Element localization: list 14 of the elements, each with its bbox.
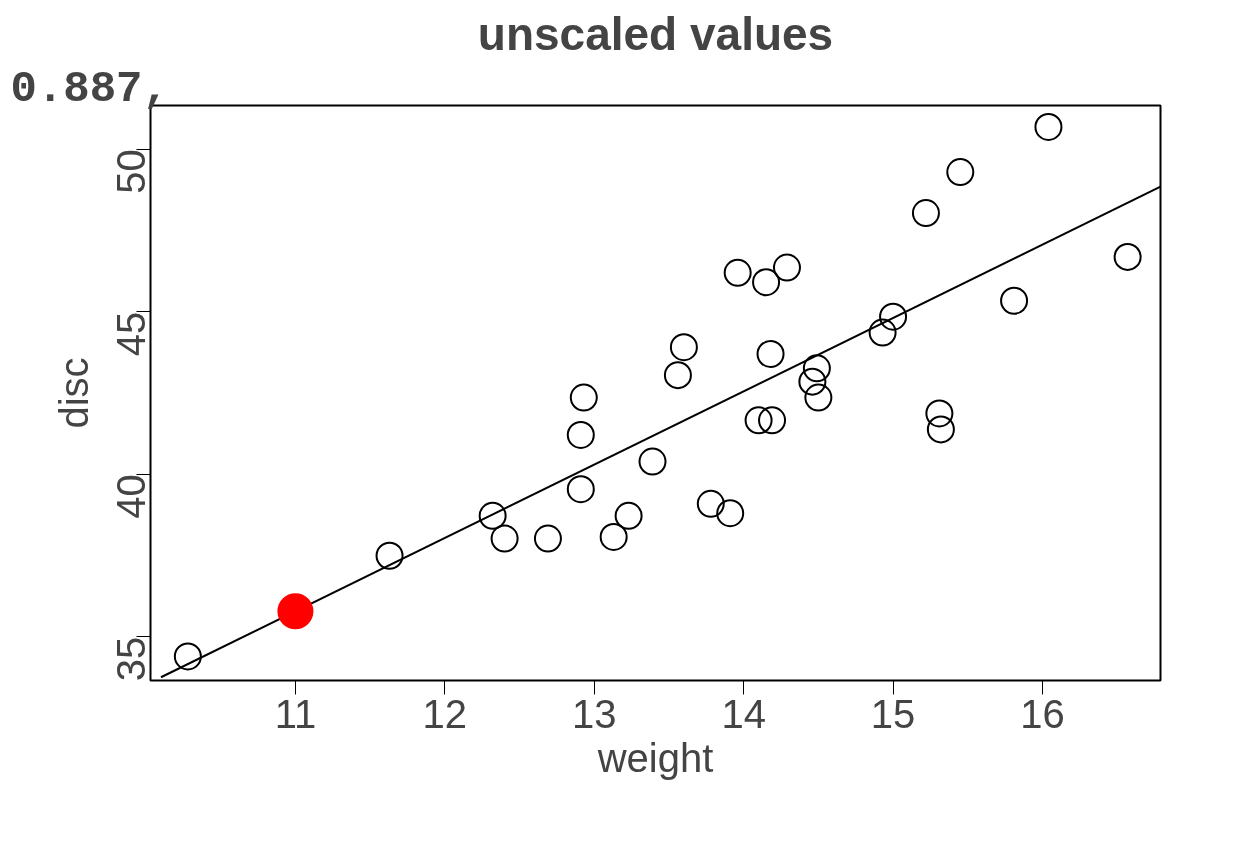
x-tick-label: 12 (422, 691, 468, 736)
y-tick-label: 50 (109, 149, 154, 194)
y-axis-title: disc (51, 357, 96, 429)
x-tick-label: 14 (721, 691, 766, 736)
x-axis-title: weight (596, 735, 714, 780)
x-tick-label: 15 (870, 691, 916, 736)
x-tick-label: 11 (274, 691, 317, 736)
y-tick-label: 45 (109, 311, 154, 357)
y-tick-label: 40 (109, 474, 154, 519)
y-tick-label: 35 (109, 636, 154, 682)
annotation: 0.887, (10, 63, 169, 114)
chart-title: unscaled values (477, 7, 834, 60)
x-tick-label: 13 (572, 691, 617, 736)
x-tick-label: 16 (1020, 691, 1065, 736)
